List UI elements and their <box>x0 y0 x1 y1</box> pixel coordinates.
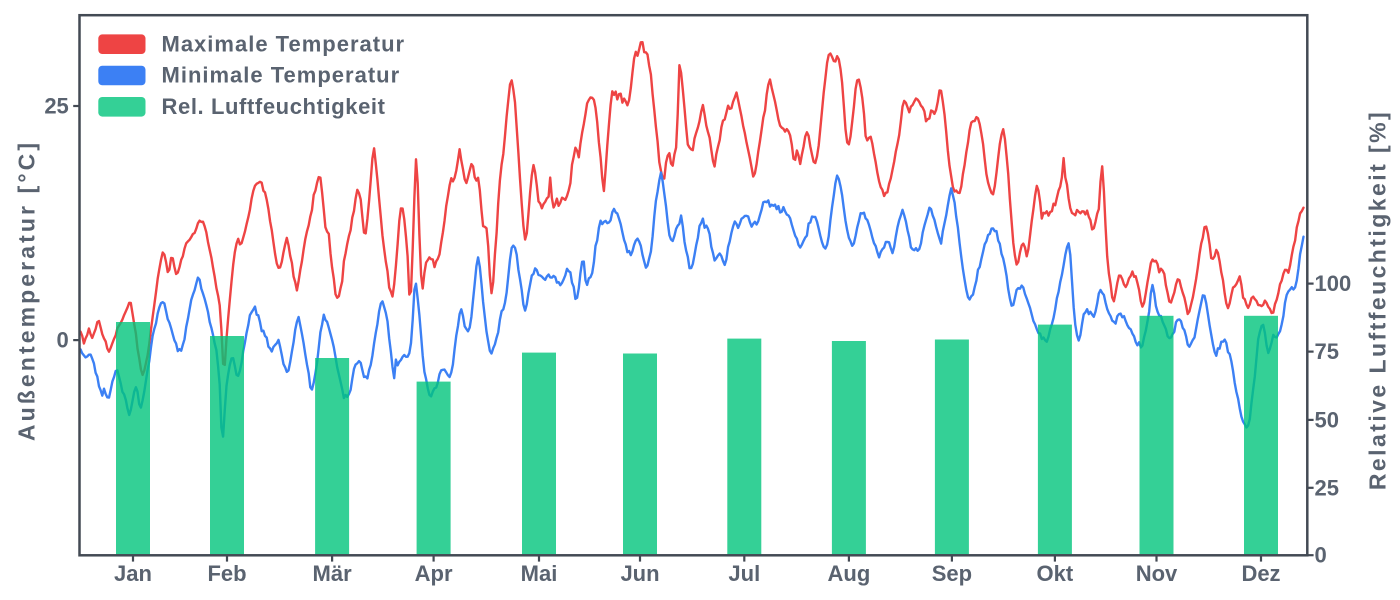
svg-text:Dez: Dez <box>1241 561 1280 586</box>
svg-text:Jan: Jan <box>114 561 152 586</box>
svg-text:Okt: Okt <box>1037 561 1074 586</box>
svg-text:Rel. Luftfeuchtigkeit: Rel. Luftfeuchtigkeit <box>162 94 386 119</box>
svg-text:Aug: Aug <box>828 561 871 586</box>
svg-text:Mai: Mai <box>521 561 558 586</box>
svg-text:Minimale Temperatur: Minimale Temperatur <box>162 63 401 88</box>
svg-text:Relative Luftfeuchtigkeit [%]: Relative Luftfeuchtigkeit [%] <box>1365 110 1391 490</box>
svg-text:Außentemperatur [°C]: Außentemperatur [°C] <box>14 140 40 441</box>
svg-text:50: 50 <box>1315 407 1339 432</box>
svg-text:75: 75 <box>1315 339 1339 364</box>
svg-text:Maximale Temperatur: Maximale Temperatur <box>162 31 406 56</box>
svg-text:0: 0 <box>1315 543 1327 568</box>
svg-text:Mär: Mär <box>313 561 353 586</box>
svg-text:Apr: Apr <box>415 561 453 586</box>
svg-text:Feb: Feb <box>207 561 246 586</box>
svg-text:0: 0 <box>57 328 69 353</box>
svg-text:Nov: Nov <box>1136 561 1178 586</box>
svg-text:Jul: Jul <box>728 561 760 586</box>
svg-text:25: 25 <box>1315 475 1339 500</box>
svg-text:25: 25 <box>44 94 68 119</box>
svg-text:100: 100 <box>1315 271 1352 296</box>
svg-text:Sep: Sep <box>932 561 972 586</box>
svg-text:Jun: Jun <box>620 561 659 586</box>
